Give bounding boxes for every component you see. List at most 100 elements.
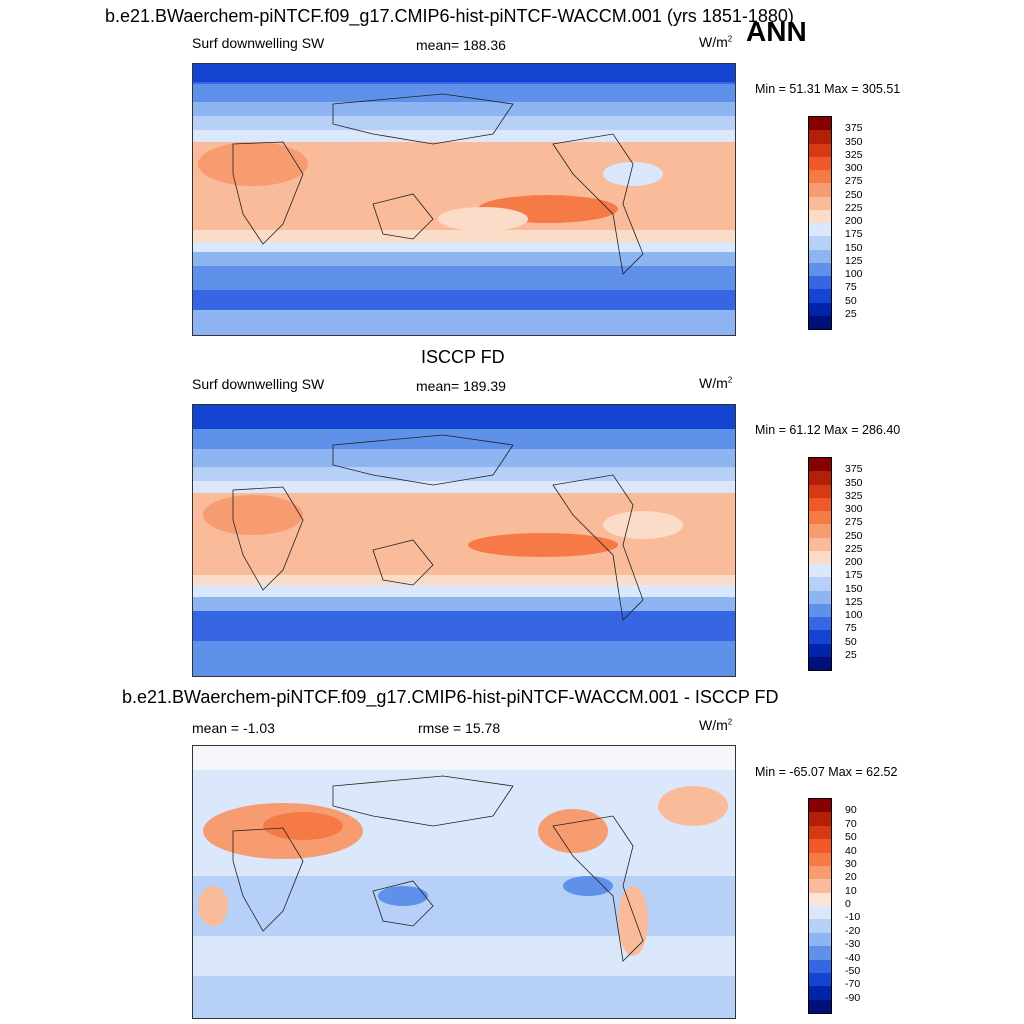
colorbar-tick-label: 350 — [845, 135, 863, 148]
colorbar-tick-label: 30 — [845, 857, 857, 870]
cb1-swatch — [809, 276, 831, 290]
cb1-swatch — [809, 143, 831, 157]
panel3-mean: mean = -1.03 — [192, 720, 275, 736]
cb2-swatch — [809, 603, 831, 617]
colorbar-tick-label: 25 — [845, 307, 857, 320]
panel2-mean: mean= 189.39 — [416, 378, 506, 394]
cb3-swatch — [809, 799, 831, 813]
cb1-swatch — [809, 209, 831, 223]
cb3-swatch — [809, 959, 831, 973]
cb3-swatch — [809, 852, 831, 866]
figure-title: b.e21.BWaerchem-piNTCF.f09_g17.CMIP6-his… — [105, 6, 794, 26]
panel1-units: W/m2 — [699, 34, 733, 50]
colorbar-tick-label: 75 — [845, 281, 857, 294]
panel3-map — [192, 745, 736, 1019]
colorbar-tick-label: 175 — [845, 228, 863, 241]
cb3-swatch — [809, 986, 831, 1000]
colorbar-tick-label: 25 — [845, 648, 857, 661]
panel3-title: b.e21.BWaerchem-piNTCF.f09_g17.CMIP6-his… — [122, 687, 779, 707]
cb3-swatch — [809, 906, 831, 920]
cb1-swatch — [809, 117, 831, 131]
cb2-swatch — [809, 630, 831, 644]
colorbar-tick-label: -10 — [845, 911, 861, 924]
cb3-swatch — [809, 812, 831, 826]
colorbar-tick-label: -50 — [845, 964, 861, 977]
cb1-swatch — [809, 289, 831, 303]
panel2-variable: Surf downwelling SW — [192, 376, 325, 392]
colorbar-tick-label: 50 — [845, 294, 857, 307]
panel2-minmax: Min = 61.12 Max = 286.40 — [755, 423, 901, 437]
colorbar-tick-label: 50 — [845, 635, 857, 648]
cb2-swatch — [809, 497, 831, 511]
cb3-swatch — [809, 999, 831, 1013]
cb2-swatch — [809, 590, 831, 604]
colorbar-tick-label: 90 — [845, 804, 857, 817]
colorbar-tick-label: 70 — [845, 817, 857, 830]
cb2-swatch — [809, 524, 831, 538]
cb1-swatch — [809, 156, 831, 170]
colorbar-tick-label: 250 — [845, 529, 863, 542]
colorbar-tick-label: -40 — [845, 951, 861, 964]
panel2-colorbar — [808, 457, 832, 671]
cb1-swatch — [809, 262, 831, 276]
colorbar-tick-label: 325 — [845, 489, 863, 502]
cb3-swatch — [809, 839, 831, 853]
colorbar-tick-label: 275 — [845, 516, 863, 529]
colorbar-tick-label: 75 — [845, 622, 857, 635]
cb1-swatch — [809, 130, 831, 144]
cb3-swatch — [809, 932, 831, 947]
colorbar-tick-label: 225 — [845, 201, 863, 214]
panel3-minmax: Min = -65.07 Max = 62.52 — [755, 765, 898, 779]
panel1-minmax: Min = 51.31 Max = 305.51 — [755, 82, 901, 96]
cb3-swatch — [809, 946, 831, 960]
colorbar-tick-label: -30 — [845, 938, 861, 951]
colorbar-tick-label: 175 — [845, 569, 863, 582]
cb2-swatch — [809, 617, 831, 631]
colorbar-tick-label: 150 — [845, 241, 863, 254]
colorbar-tick-label: -20 — [845, 924, 861, 937]
cb2-swatch — [809, 484, 831, 498]
panel3-colorbar — [808, 798, 832, 1014]
colorbar-tick-label: 350 — [845, 476, 863, 489]
colorbar-tick-label: 300 — [845, 162, 863, 174]
cb2-swatch — [809, 511, 831, 525]
colorbar-tick-label: -70 — [845, 978, 861, 991]
cb1-swatch — [809, 170, 831, 184]
cb2-swatch — [809, 471, 831, 485]
cb2-swatch — [809, 643, 831, 657]
panel1-map — [192, 63, 736, 336]
colorbar-tick-label: 100 — [845, 268, 863, 280]
cb3-swatch — [809, 919, 831, 933]
cb3-swatch — [809, 879, 831, 893]
cb1-swatch — [809, 249, 831, 263]
colorbar-tick-label: 125 — [845, 254, 863, 267]
colorbar-tick-label: 300 — [845, 503, 863, 515]
cb2-swatch — [809, 564, 831, 578]
cb1-swatch — [809, 315, 831, 329]
colorbar-tick-label: 150 — [845, 582, 863, 595]
cb3-swatch — [809, 865, 831, 880]
cb1-swatch — [809, 223, 831, 237]
colorbar-tick-label: 10 — [845, 884, 857, 897]
colorbar-tick-label: 0 — [845, 898, 851, 910]
colorbar-tick-label: 20 — [845, 871, 857, 884]
cb2-swatch — [809, 656, 831, 670]
panel1-colorbar — [808, 116, 832, 330]
colorbar-tick-label: 200 — [845, 215, 863, 227]
panel2-units: W/m2 — [699, 375, 733, 391]
cb1-swatch — [809, 236, 831, 250]
colorbar-tick-label: 40 — [845, 844, 857, 857]
cb2-swatch — [809, 577, 831, 591]
colorbar-tick-label: 325 — [845, 148, 863, 161]
colorbar-tick-label: 275 — [845, 175, 863, 188]
cb1-swatch — [809, 196, 831, 210]
cb2-swatch — [809, 550, 831, 564]
colorbar-tick-label: 250 — [845, 188, 863, 201]
colorbar-tick-label: 50 — [845, 831, 857, 844]
cb3-swatch — [809, 892, 831, 906]
colorbar-tick-label: -90 — [845, 991, 861, 1004]
cb1-swatch — [809, 183, 831, 197]
colorbar-tick-label: 125 — [845, 595, 863, 608]
colorbar-tick-label: 375 — [845, 463, 863, 476]
cb1-swatch — [809, 302, 831, 316]
